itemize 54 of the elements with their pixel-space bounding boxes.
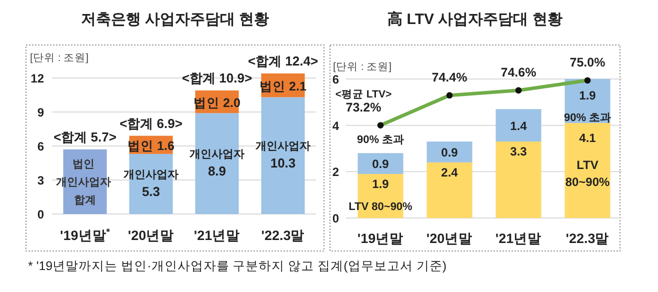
bar <box>426 162 472 218</box>
total-label: <합계 6.9> <box>120 116 183 131</box>
bar <box>358 153 404 174</box>
x-tick-label: '22.3말 <box>566 231 610 246</box>
data-label: 2.4 <box>441 165 458 180</box>
data-label: 0.9 <box>441 145 458 160</box>
x-tick-label: '19년말$^{*}$ <box>60 226 110 243</box>
y-tick-label: 0 <box>332 212 340 226</box>
y-tick-label: 6 <box>37 139 44 154</box>
data-label: 74.6% <box>500 65 536 80</box>
data-label: 5.3 <box>142 184 160 199</box>
data-label: 8.9 <box>208 164 226 179</box>
data-label: 0.9 <box>372 157 390 172</box>
x-tick-label: '21년말 <box>194 228 240 243</box>
chart-title: 高 LTV 사업자주담대 현황 <box>388 10 562 28</box>
y-tick-label: 0 <box>37 208 44 222</box>
series-label: LTV 80~90% <box>565 158 610 190</box>
x-tick-label: '22.3말 <box>261 228 305 243</box>
y-axis-title: [단위 : 조원] <box>333 61 392 73</box>
text: 개인사업자 <box>190 148 244 161</box>
x-tick-label: '21년말 <box>495 231 542 246</box>
x-tick-label: '20년말 <box>426 231 473 246</box>
chart-title: 저축은행 사업자주담대 현황 <box>80 11 270 28</box>
text: * '19년말까지는 법인·개인사업자를 구분하지 않고 집계(업무보고서 기준) <box>28 259 446 273</box>
bar <box>496 142 542 218</box>
data-label: 73.2% <box>346 100 382 114</box>
total-label: <합계 5.7> <box>54 129 117 144</box>
total-label: <합계 10.9> <box>182 70 252 86</box>
data-label: 4.1 <box>579 131 596 146</box>
x-tick-label: '19년말 <box>357 231 404 246</box>
data-label: 3.3 <box>510 144 528 159</box>
total-label: <합계 12.4> <box>248 53 318 68</box>
series-label: 90% 초과 <box>564 112 612 124</box>
text: 개인사업자 <box>256 140 310 153</box>
y-tick-label: 6 <box>332 72 340 86</box>
y-tick-label: 9 <box>37 105 44 120</box>
y-tick-label: 3 <box>37 173 44 188</box>
x-tick-label: '20년말 <box>128 228 174 243</box>
y-tick-label: 2 <box>332 165 340 180</box>
data-label: 10.3 <box>270 156 296 171</box>
y-tick-label: 4 <box>332 118 340 133</box>
bar <box>426 142 472 162</box>
y-tick-label: 12 <box>30 71 44 86</box>
bar <box>496 109 542 142</box>
text: 90% 초과 <box>356 134 404 146</box>
series-label: 개인사업자 <box>124 168 178 181</box>
bar <box>564 123 610 218</box>
data-label: 1.9 <box>372 176 390 191</box>
data-label: 74.4% <box>432 70 468 84</box>
y-axis-title: [단위 : 조원] <box>30 52 89 64</box>
data-label: 1.4 <box>510 118 528 133</box>
data-label: 1.9 <box>579 88 596 103</box>
data-label: 75.0% <box>570 55 606 70</box>
series-label: <평균 LTV> <box>335 88 392 100</box>
